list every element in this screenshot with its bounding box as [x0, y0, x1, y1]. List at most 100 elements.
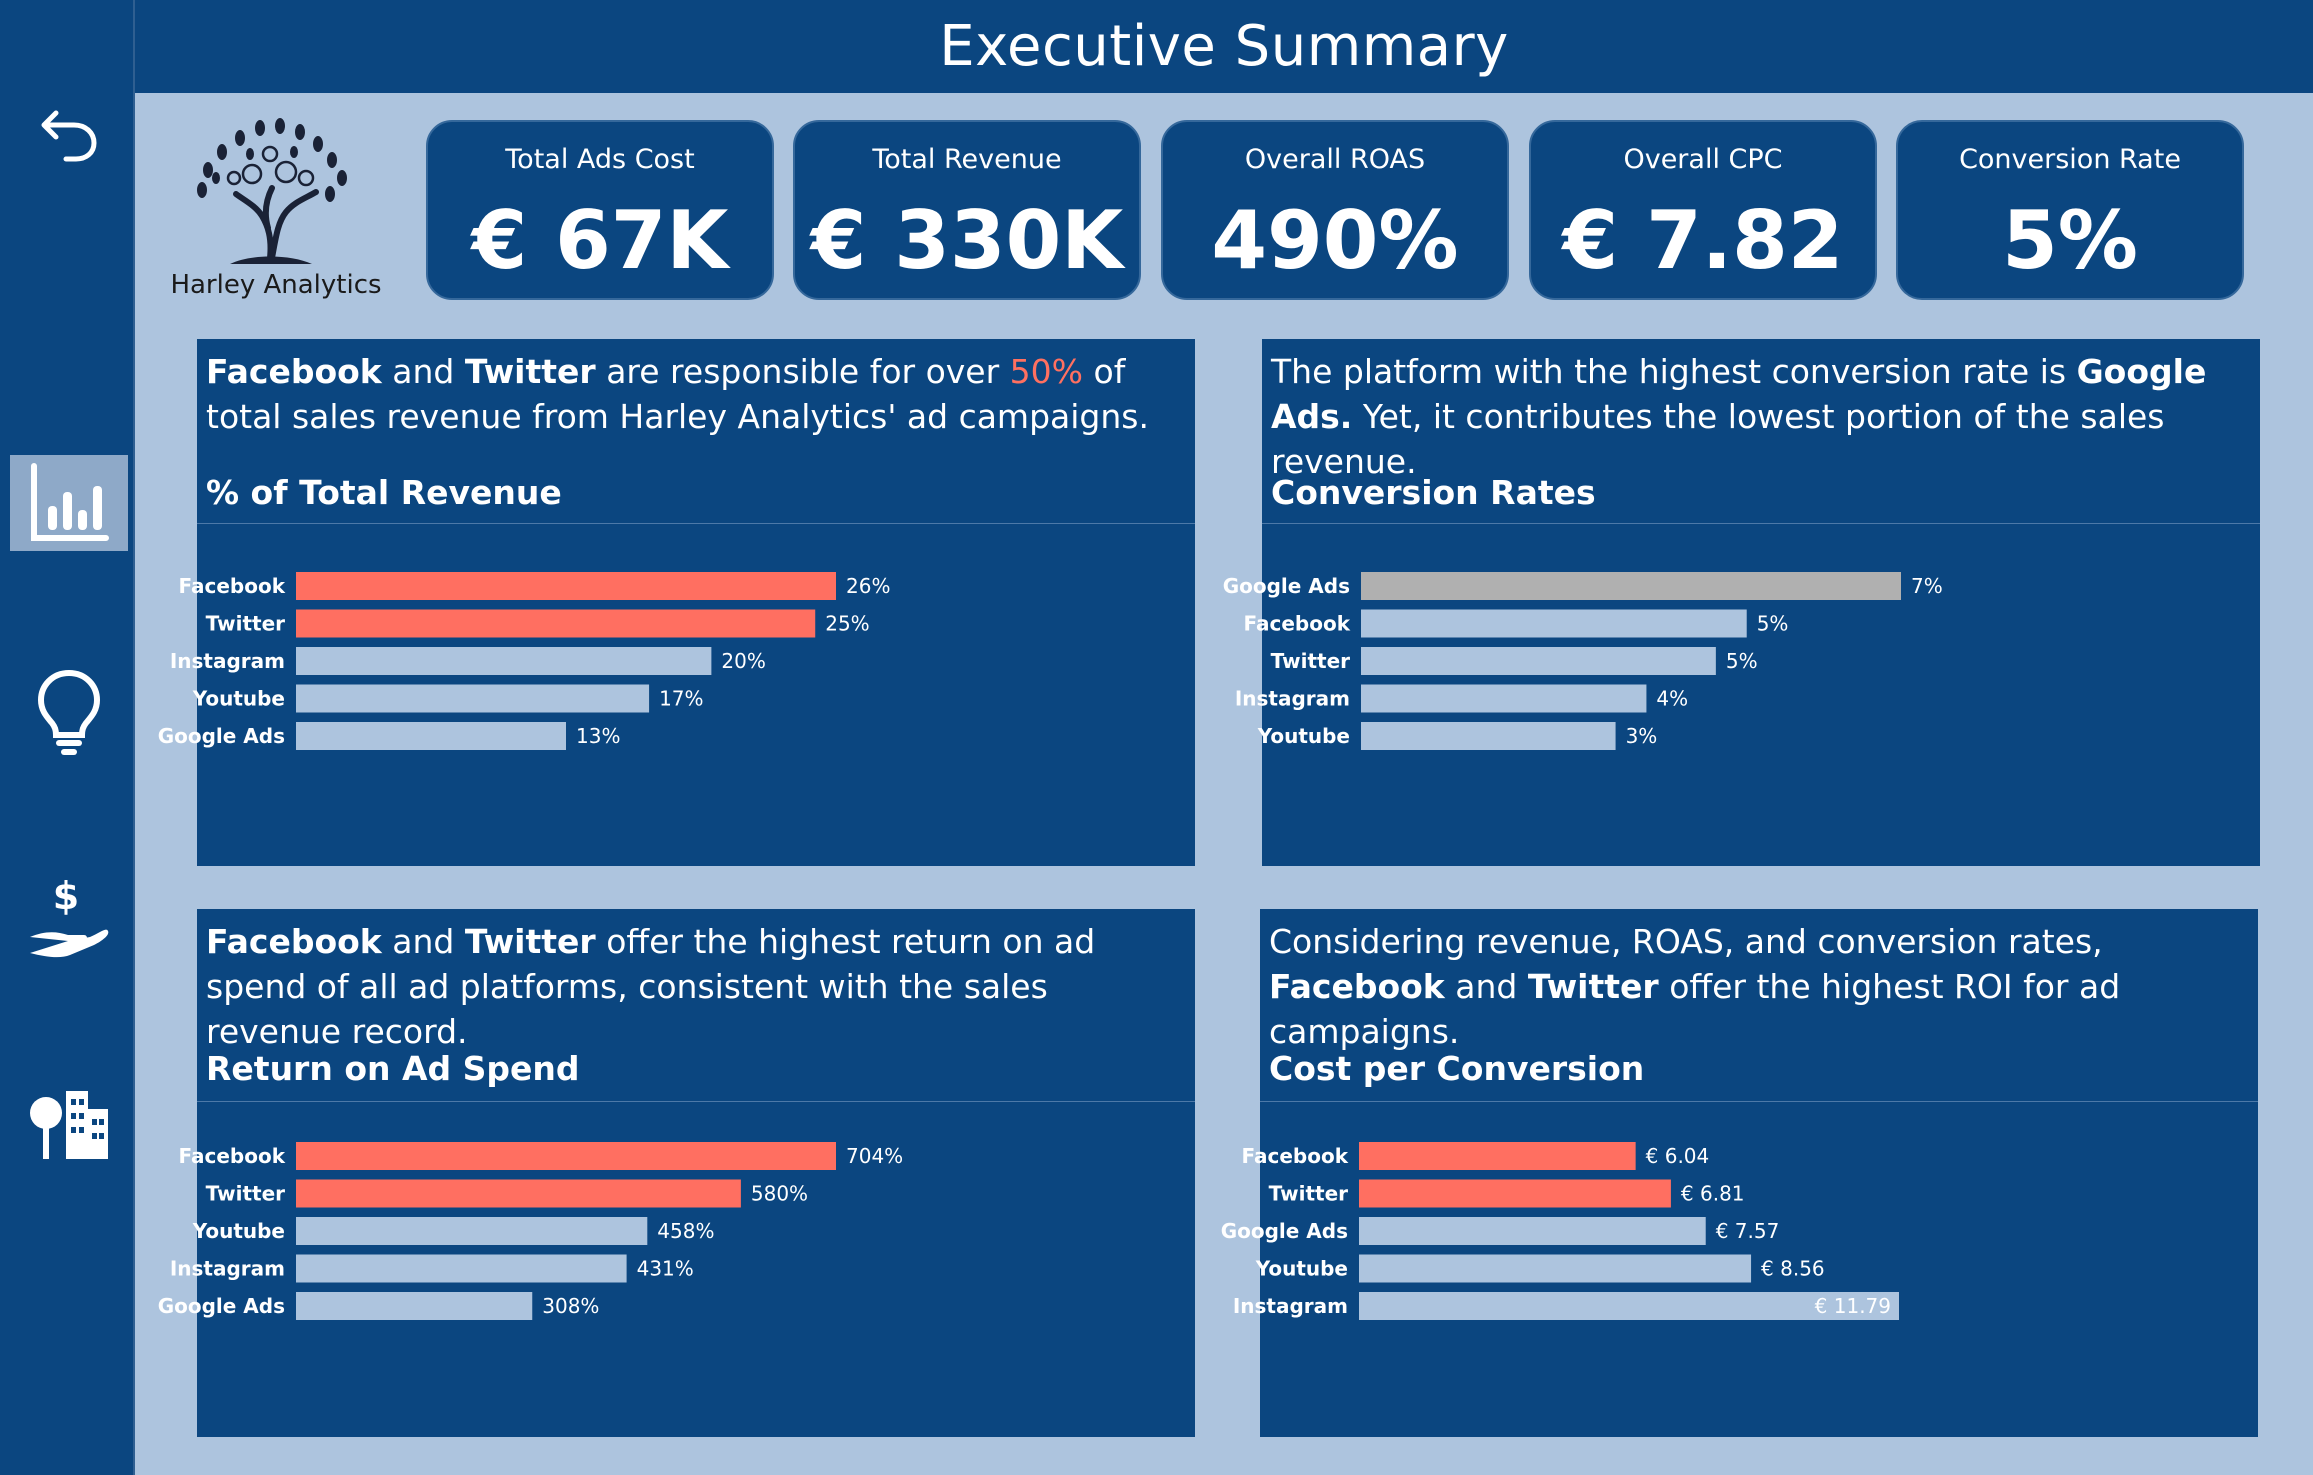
page-title: Executive Summary — [939, 14, 1509, 79]
chart-title: Conversion Rates — [1271, 473, 1596, 512]
data-label: 20% — [721, 649, 765, 673]
emphasis-text: Twitter — [464, 352, 596, 391]
cost-per-conversion-bar-chart: Facebook € 6.04 Twitter € 6.81 Google Ads € 7… — [1221, 1142, 1899, 1320]
logo-text: Harley Analytics — [170, 270, 382, 300]
bar[interactable] — [1359, 1217, 1706, 1245]
bar[interactable] — [296, 722, 566, 750]
data-label: € 7.57 — [1716, 1219, 1780, 1243]
data-label: € 6.81 — [1681, 1182, 1745, 1206]
bar[interactable] — [296, 684, 650, 713]
back-button[interactable] — [10, 84, 128, 180]
kpi-card-conversion-rate: Conversion Rate 5% — [1896, 120, 2244, 300]
nav-city-button[interactable] — [10, 1076, 128, 1172]
bar[interactable] — [1361, 647, 1716, 675]
category-label: Instagram — [1233, 1294, 1348, 1318]
panel-return-on-ad-spend: Facebook and Twitter offer the highest r… — [158, 909, 1195, 1437]
logo: Harley Analytics — [160, 108, 392, 308]
emphasis-text: Google Ads. — [1271, 352, 2207, 436]
category-label: Instagram — [170, 649, 285, 673]
emphasis-text: Facebook — [1269, 967, 1445, 1006]
emphasis-text: Twitter — [1527, 967, 1659, 1006]
insight-text: Facebook and Twitter offer the highest r… — [206, 919, 1191, 1054]
category-label: Youtube — [192, 1219, 285, 1243]
bar[interactable] — [296, 1217, 648, 1245]
bar[interactable] — [1359, 1179, 1671, 1208]
bar[interactable] — [1361, 722, 1616, 750]
data-label: 13% — [576, 724, 620, 748]
nav-insights-button[interactable] — [10, 664, 128, 760]
category-label: Twitter — [206, 1182, 285, 1206]
category-label: Twitter — [1271, 649, 1350, 673]
text-run: and — [381, 352, 465, 391]
category-label: Youtube — [1257, 724, 1350, 748]
text-run: and — [381, 922, 465, 961]
emphasis-text: Facebook — [206, 352, 382, 391]
bar[interactable] — [296, 1254, 627, 1283]
insight-text: The platform with the highest conversion… — [1271, 349, 2256, 484]
kpi-label: Conversion Rate — [1959, 144, 2181, 175]
kpi-label: Total Revenue — [872, 144, 1062, 175]
divider — [197, 523, 1195, 524]
bar[interactable] — [296, 572, 836, 600]
chart-title: % of Total Revenue — [206, 473, 562, 512]
chart-title: Return on Ad Spend — [206, 1049, 580, 1088]
data-label: 7% — [1911, 574, 1943, 598]
data-label: 5% — [1757, 612, 1789, 636]
kpi-value: € 330K — [810, 194, 1124, 287]
data-label: € 11.79 — [1815, 1294, 1891, 1318]
bar[interactable] — [1361, 609, 1747, 638]
divider — [197, 1101, 1195, 1102]
text-run: offer the highest ROI for ad campaigns. — [1269, 967, 2121, 1051]
bar[interactable] — [296, 647, 712, 675]
data-label: 26% — [846, 574, 890, 598]
data-label: 458% — [657, 1219, 714, 1243]
bar[interactable] — [296, 609, 816, 638]
tree-logo-icon — [197, 118, 347, 264]
title-bar: Executive Summary — [135, 0, 2313, 93]
category-label: Twitter — [1269, 1182, 1348, 1206]
kpi-label: Overall CPC — [1623, 144, 1783, 175]
text-run: of total sales revenue from Harley Analy… — [206, 352, 1149, 436]
bar[interactable] — [1359, 1292, 1899, 1320]
data-label: € 8.56 — [1761, 1257, 1825, 1281]
nav-charts-button[interactable] — [10, 455, 128, 551]
kpi-label: Total Ads Cost — [505, 144, 695, 175]
back-arrow-icon — [41, 110, 97, 162]
data-label: 3% — [1626, 724, 1658, 748]
data-label: 25% — [825, 612, 869, 636]
category-label: Youtube — [192, 687, 285, 711]
bar[interactable] — [296, 1179, 741, 1208]
chart-title: Cost per Conversion — [1269, 1049, 1645, 1088]
kpi-value: 5% — [2002, 194, 2138, 287]
category-label: Instagram — [1235, 687, 1350, 711]
roas-bar-chart: Facebook 704% Twitter 580% Youtube 458% Instag… — [158, 1142, 903, 1320]
kpi-card-total-ads-cost: Total Ads Cost € 67K — [426, 120, 774, 300]
bar-chart-icon — [31, 463, 109, 541]
category-label: Google Ads — [158, 1294, 285, 1318]
category-label: Facebook — [1243, 612, 1350, 636]
category-label: Facebook — [178, 1144, 285, 1168]
sidebar: $ — [0, 0, 135, 1475]
bar[interactable] — [1359, 1142, 1636, 1170]
data-label: 17% — [659, 687, 703, 711]
category-label: Youtube — [1255, 1257, 1348, 1281]
emphasis-text: Facebook — [206, 922, 382, 961]
text-run: The platform with the highest conversion… — [1271, 352, 2077, 391]
nav-revenue-button[interactable]: $ — [10, 872, 128, 968]
bar[interactable] — [1361, 684, 1647, 713]
tree-buildings-icon — [30, 1091, 108, 1159]
highlight-text: 50% — [1009, 352, 1084, 391]
data-label: 580% — [751, 1182, 808, 1206]
category-label: Facebook — [1241, 1144, 1348, 1168]
kpi-label: Overall ROAS — [1244, 144, 1426, 175]
bar[interactable] — [296, 1292, 533, 1320]
divider — [1262, 523, 2260, 524]
bar[interactable] — [1359, 1254, 1752, 1283]
bar[interactable] — [296, 1142, 836, 1170]
category-label: Instagram — [170, 1257, 285, 1281]
kpi-card-overall-roas: Overall ROAS 490% — [1161, 120, 1509, 300]
panel-cost-per-conversion: Considering revenue, ROAS, and conversio… — [1221, 909, 2258, 1437]
bar[interactable] — [1361, 572, 1901, 600]
text-run: Considering revenue, ROAS, and conversio… — [1269, 922, 2103, 961]
category-label: Google Ads — [1221, 1219, 1348, 1243]
